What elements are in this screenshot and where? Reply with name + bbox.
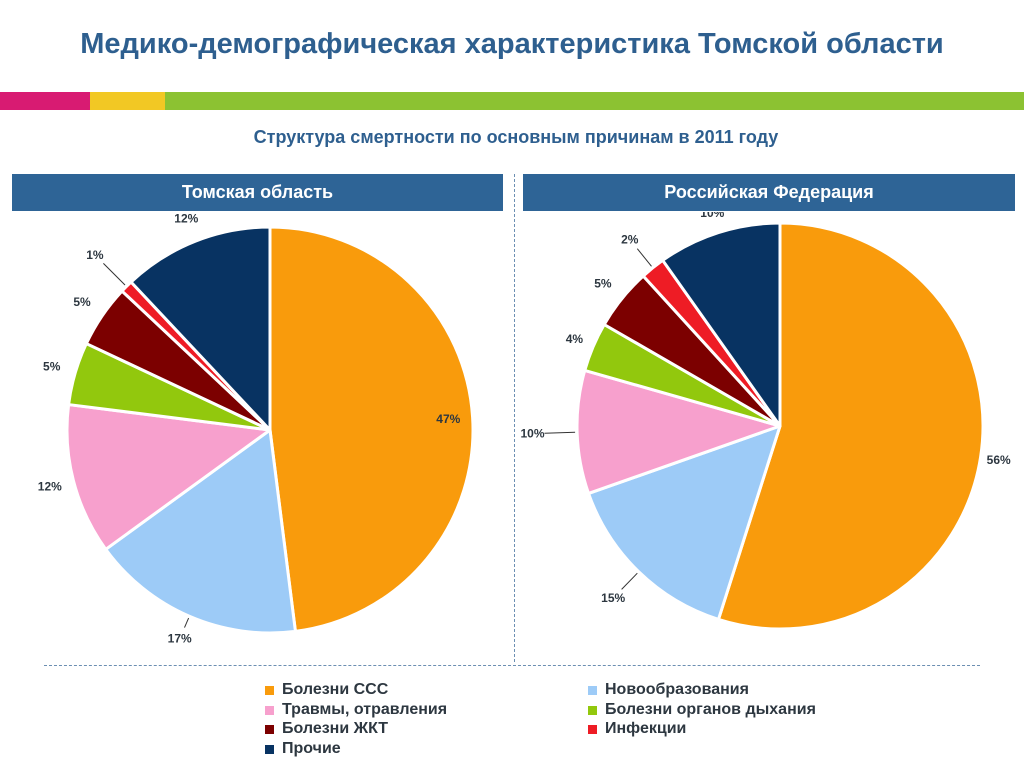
leader-line-russia-neoplasms: [621, 572, 638, 590]
data-label-tomsk-gi: 5%: [73, 295, 91, 309]
legend-item-neoplasms: Новообразования: [588, 680, 749, 700]
legend-swatch: [265, 744, 274, 754]
data-label-tomsk-respiratory: 5%: [43, 360, 61, 374]
legend-label: Новообразования: [605, 681, 749, 698]
panel-header-tomsk: Томская область: [12, 174, 503, 211]
data-label-tomsk-infections: 1%: [86, 248, 104, 262]
data-label-russia-css: 56%: [987, 453, 1011, 467]
stripe-green: [165, 92, 1024, 110]
data-label-tomsk-css: 47%: [436, 412, 460, 426]
pie-slice-tomsk-css: [268, 225, 475, 633]
legend-swatch: [265, 685, 274, 695]
leader-line-tomsk-neoplasms: [184, 617, 190, 628]
pie-slice-tomsk-injuries: [65, 403, 272, 551]
data-label-russia-respiratory: 4%: [566, 332, 584, 346]
leader-line-russia-infections: [636, 248, 652, 267]
legend-swatch: [265, 724, 274, 734]
pie-slice-russia-other: [661, 221, 782, 428]
data-label-russia-infections: 2%: [621, 232, 639, 246]
stripe-magenta: [0, 92, 90, 110]
legend-label: Болезни ЖКТ: [282, 720, 389, 737]
legend-swatch: [588, 724, 597, 734]
pie-slice-russia-injuries: [575, 368, 782, 495]
legend-label: Травмы, отравления: [282, 701, 448, 718]
leader-line-russia-injuries: [544, 431, 576, 434]
legend-swatch: [588, 685, 597, 695]
legend-label: Прочие: [282, 740, 341, 757]
data-label-russia-injuries: 10%: [520, 427, 544, 441]
legend-swatch: [265, 705, 274, 715]
page-title: Медико-демографическая характеристика То…: [80, 28, 944, 60]
legend-label: Болезни органов дыхания: [605, 701, 816, 718]
legend-item-gi: Болезни ЖКТ: [265, 719, 388, 739]
legend-item-respiratory: Болезни органов дыхания: [588, 700, 816, 720]
legend-item-css: Болезни ССС: [265, 680, 388, 700]
leader-line-tomsk-infections: [103, 263, 126, 286]
legend-label: Инфекции: [605, 720, 687, 737]
data-label-russia-gi: 5%: [594, 277, 612, 291]
legend-item-other: Прочие: [265, 739, 341, 759]
pie-slice-russia-neoplasms: [587, 424, 782, 621]
legend-label: Болезни ССС: [282, 681, 389, 698]
pie-chart-russia: 56% 15% 10% 4% 5% 2% 10%: [520, 212, 1011, 631]
pie-slice-russia-css: [716, 221, 985, 631]
data-label-tomsk-injuries: 12%: [38, 480, 62, 494]
legend-swatch: [588, 705, 597, 715]
pie-chart-tomsk: 47% 17% 12% 5% 5% 1% 12%: [38, 212, 475, 646]
panel-header-russia: Российская Федерация: [523, 174, 1015, 211]
horizontal-divider: [44, 665, 980, 666]
pie-slice-tomsk-other: [129, 225, 272, 432]
legend-item-infections: Инфекции: [588, 719, 686, 739]
chart-subtitle: Структура смертности по основным причина…: [253, 127, 779, 147]
legend-item-injuries: Травмы, отравления: [265, 700, 447, 720]
vertical-divider: [514, 174, 515, 662]
stripe-yellow: [90, 92, 165, 110]
data-label-russia-neoplasms: 15%: [601, 591, 625, 605]
data-label-tomsk-neoplasms: 17%: [168, 632, 192, 646]
data-label-tomsk-other: 12%: [174, 212, 198, 226]
pie-slice-tomsk-neoplasms: [104, 428, 297, 635]
data-label-russia-other: 10%: [700, 212, 724, 220]
